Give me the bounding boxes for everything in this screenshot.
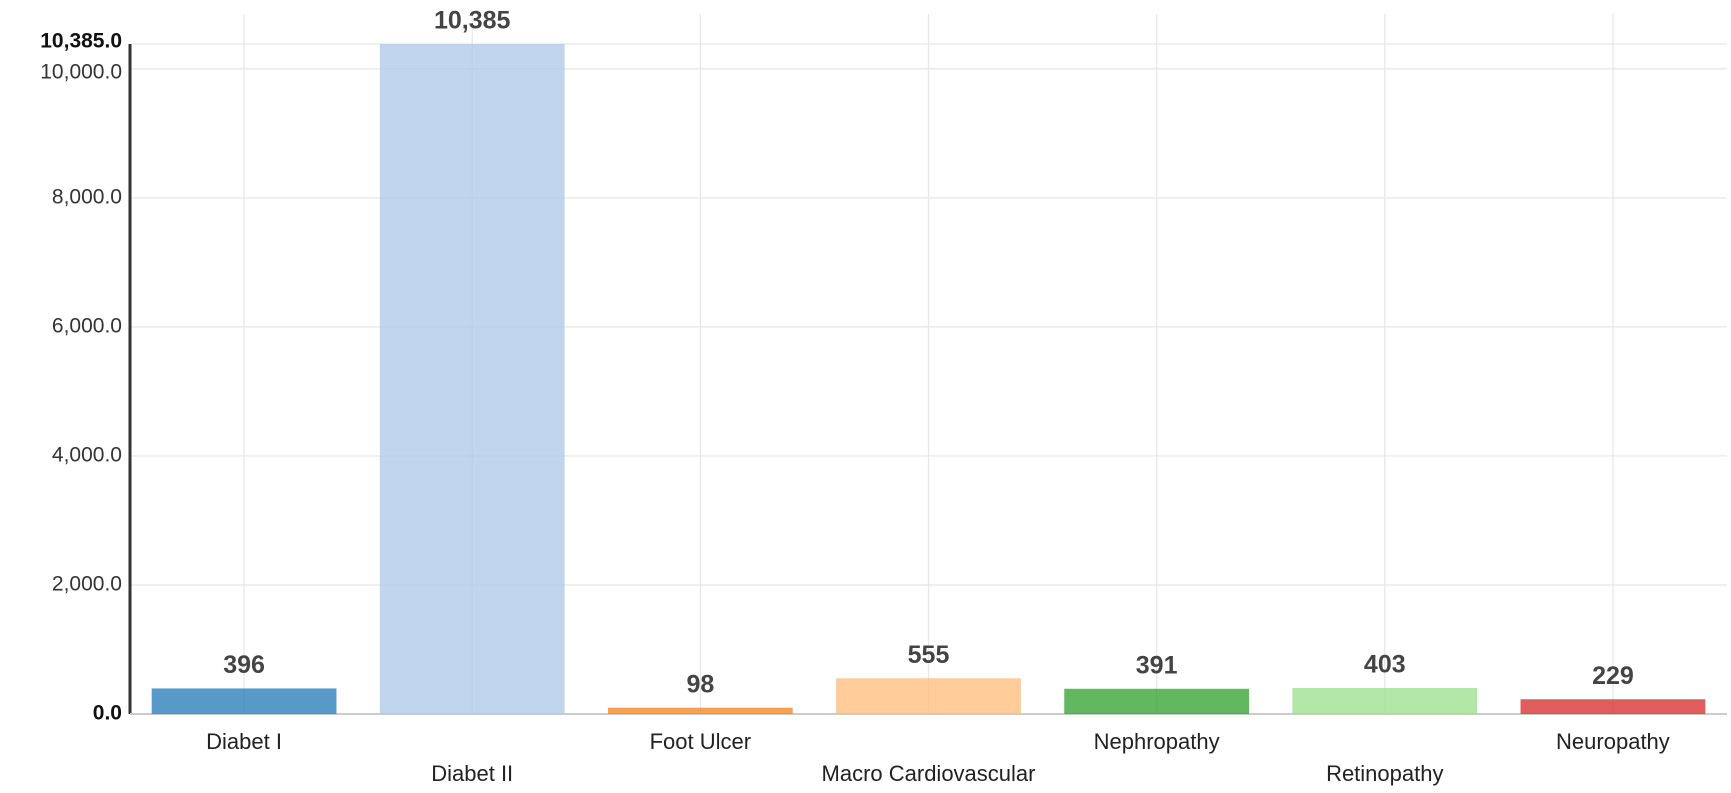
- value-label: 396: [223, 651, 265, 679]
- x-tick-label: Macro Cardiovascular: [822, 761, 1036, 786]
- x-tick-label: Nephropathy: [1094, 729, 1220, 754]
- value-label: 555: [908, 641, 950, 669]
- y-tick-label: 10,385.0: [40, 30, 122, 53]
- y-tick-label: 0.0: [93, 702, 122, 725]
- x-tick-label: Diabet II: [431, 761, 513, 786]
- y-tick-label: 4,000.0: [52, 443, 122, 466]
- bar: [607, 707, 793, 714]
- y-tick-label: 10,000.0: [40, 60, 122, 83]
- y-tick-label: 6,000.0: [52, 314, 122, 337]
- y-tick-label: 8,000.0: [52, 185, 122, 208]
- bar: [1520, 699, 1706, 714]
- bar: [836, 678, 1021, 714]
- value-label: 229: [1592, 662, 1634, 690]
- x-tick-label: Neuropathy: [1556, 729, 1670, 754]
- value-label: 10,385: [434, 7, 511, 35]
- value-label: 391: [1136, 651, 1178, 679]
- bar: [151, 688, 337, 714]
- x-tick-label: Diabet I: [206, 729, 282, 754]
- value-label: 403: [1364, 651, 1406, 679]
- bar: [1292, 688, 1478, 714]
- bar: [1064, 688, 1250, 714]
- x-tick-label: Retinopathy: [1326, 761, 1443, 786]
- value-label: 98: [686, 670, 714, 698]
- bar: [379, 44, 565, 714]
- x-tick-label: Foot Ulcer: [650, 729, 751, 754]
- y-tick-label: 2,000.0: [52, 573, 122, 596]
